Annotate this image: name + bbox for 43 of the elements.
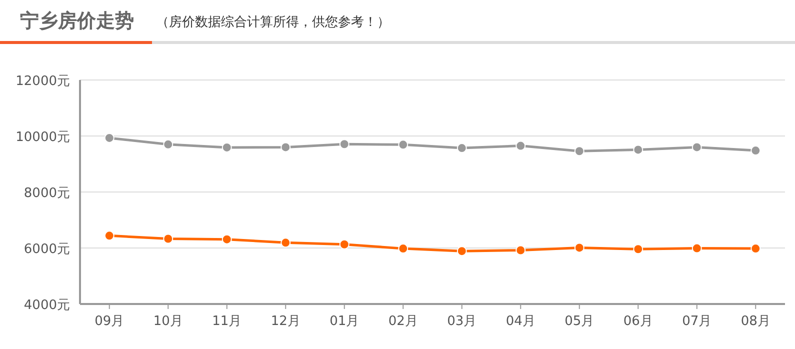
x-tick-label: 10月: [153, 314, 183, 329]
point: [339, 139, 350, 150]
point: [163, 234, 174, 244]
x-tick-label: 05月: [564, 314, 594, 329]
x-tick-label: 09月: [94, 314, 124, 329]
point: [750, 244, 761, 254]
point: [692, 142, 702, 152]
point: [280, 238, 291, 248]
point: [692, 243, 702, 254]
x-tick-label: 06月: [623, 314, 653, 329]
point: [456, 143, 467, 154]
x-tick-label: 07月: [682, 314, 712, 329]
x-tick-label: 11月: [212, 314, 242, 329]
point: [104, 132, 114, 143]
point: [222, 234, 232, 244]
point: [280, 142, 291, 152]
point: [516, 140, 526, 151]
point: [339, 239, 350, 250]
point: [633, 244, 644, 254]
point: [456, 246, 467, 256]
y-tick-label: 6000元: [24, 242, 70, 257]
x-tick-label: 12月: [270, 314, 300, 329]
x-tick-label: 02月: [388, 314, 418, 329]
chart-subtitle: （房价数据综合计算所得，供您参考！）: [156, 14, 390, 30]
y-tick-label: 4000元: [24, 298, 70, 313]
point: [104, 230, 114, 241]
point: [574, 146, 584, 156]
point: [574, 242, 584, 253]
chart-title: 宁乡房价走势: [20, 10, 134, 32]
point: [163, 139, 174, 150]
x-tick-label: 08月: [740, 314, 770, 329]
point: [516, 245, 526, 256]
point: [750, 146, 761, 156]
point: [398, 140, 408, 150]
x-tick-label: 03月: [447, 314, 477, 329]
y-tick-label: 8000元: [24, 186, 70, 201]
x-tick-label: 04月: [506, 314, 536, 329]
y-tick-label: 10000元: [16, 130, 70, 145]
x-tick-label: 01月: [330, 314, 360, 329]
y-tick-label: 12000元: [16, 74, 70, 89]
point: [633, 144, 644, 155]
point: [222, 142, 232, 152]
point: [398, 244, 408, 254]
